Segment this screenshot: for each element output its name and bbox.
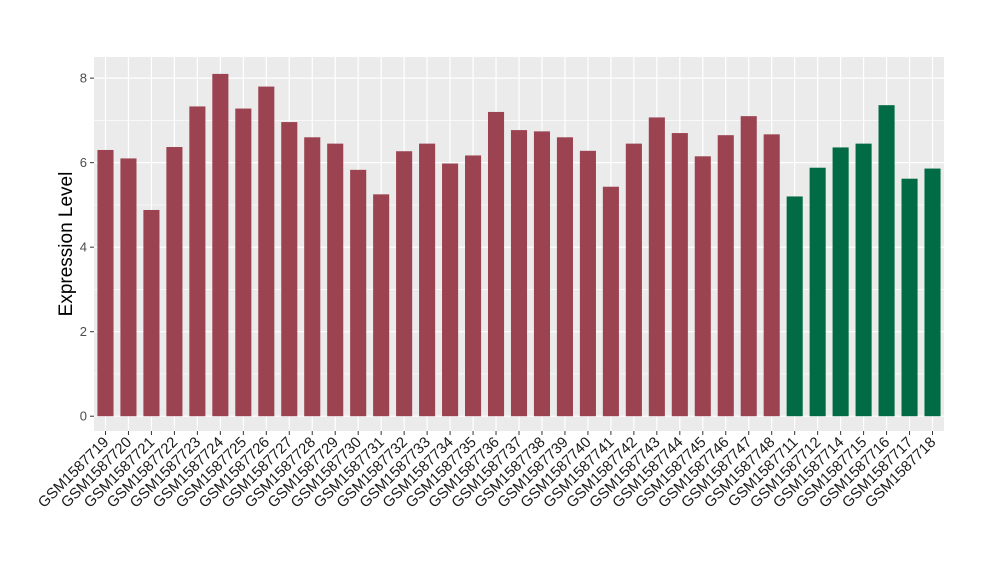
- bar-GSM1587719: [97, 149, 114, 417]
- bars: [97, 73, 941, 417]
- bar-GSM1587748: [763, 134, 780, 417]
- bar-GSM1587721: [143, 209, 160, 417]
- bar-GSM1587722: [166, 147, 183, 417]
- bar-GSM1587714: [832, 147, 849, 417]
- bar-GSM1587732: [396, 151, 413, 417]
- bar-GSM1587720: [120, 158, 137, 417]
- y-tick-label: 2: [80, 324, 87, 339]
- bar-GSM1587737: [510, 130, 528, 417]
- bar-GSM1587727: [281, 122, 298, 417]
- bar-GSM1587731: [373, 194, 390, 417]
- bar-GSM1587723: [189, 106, 206, 417]
- bar-GSM1587740: [579, 150, 596, 417]
- bar-GSM1587745: [694, 156, 711, 417]
- y-tick-label: 8: [80, 71, 87, 86]
- x-axis: GSM1587719GSM1587720GSM1587721GSM1587722…: [35, 431, 939, 511]
- bar-GSM1587717: [901, 178, 918, 417]
- bar-GSM1587728: [304, 137, 321, 417]
- bar-GSM1587746: [717, 135, 734, 417]
- bar-GSM1587711: [786, 196, 803, 417]
- bar-GSM1587718: [924, 168, 941, 417]
- bar-GSM1587725: [235, 108, 252, 417]
- bar-GSM1587739: [556, 137, 573, 417]
- bar-GSM1587715: [855, 143, 872, 417]
- bar-GSM1587724: [212, 73, 229, 417]
- bar-GSM1587716: [878, 105, 895, 417]
- bar-GSM1587712: [809, 167, 826, 417]
- bar-GSM1587730: [350, 169, 367, 417]
- bar-GSM1587734: [442, 163, 459, 417]
- bar-GSM1587744: [671, 133, 688, 417]
- bar-GSM1587726: [258, 86, 275, 417]
- bar-GSM1587736: [487, 111, 505, 417]
- bar-GSM1587742: [625, 143, 642, 417]
- bar-GSM1587733: [419, 143, 436, 417]
- y-axis-title: Expression Level: [56, 172, 77, 317]
- y-tick-label: 4: [80, 240, 87, 255]
- bar-GSM1587747: [740, 116, 757, 417]
- y-axis: 0 2 4 6 8: [80, 71, 94, 424]
- bar-GSM1587741: [602, 186, 619, 417]
- bar-GSM1587743: [648, 117, 665, 417]
- bar-GSM1587735: [465, 155, 482, 417]
- y-tick-label: 0: [80, 409, 87, 424]
- bar-GSM1587729: [327, 143, 344, 417]
- bar-GSM1587738: [533, 131, 551, 417]
- y-tick-label: 6: [80, 155, 87, 170]
